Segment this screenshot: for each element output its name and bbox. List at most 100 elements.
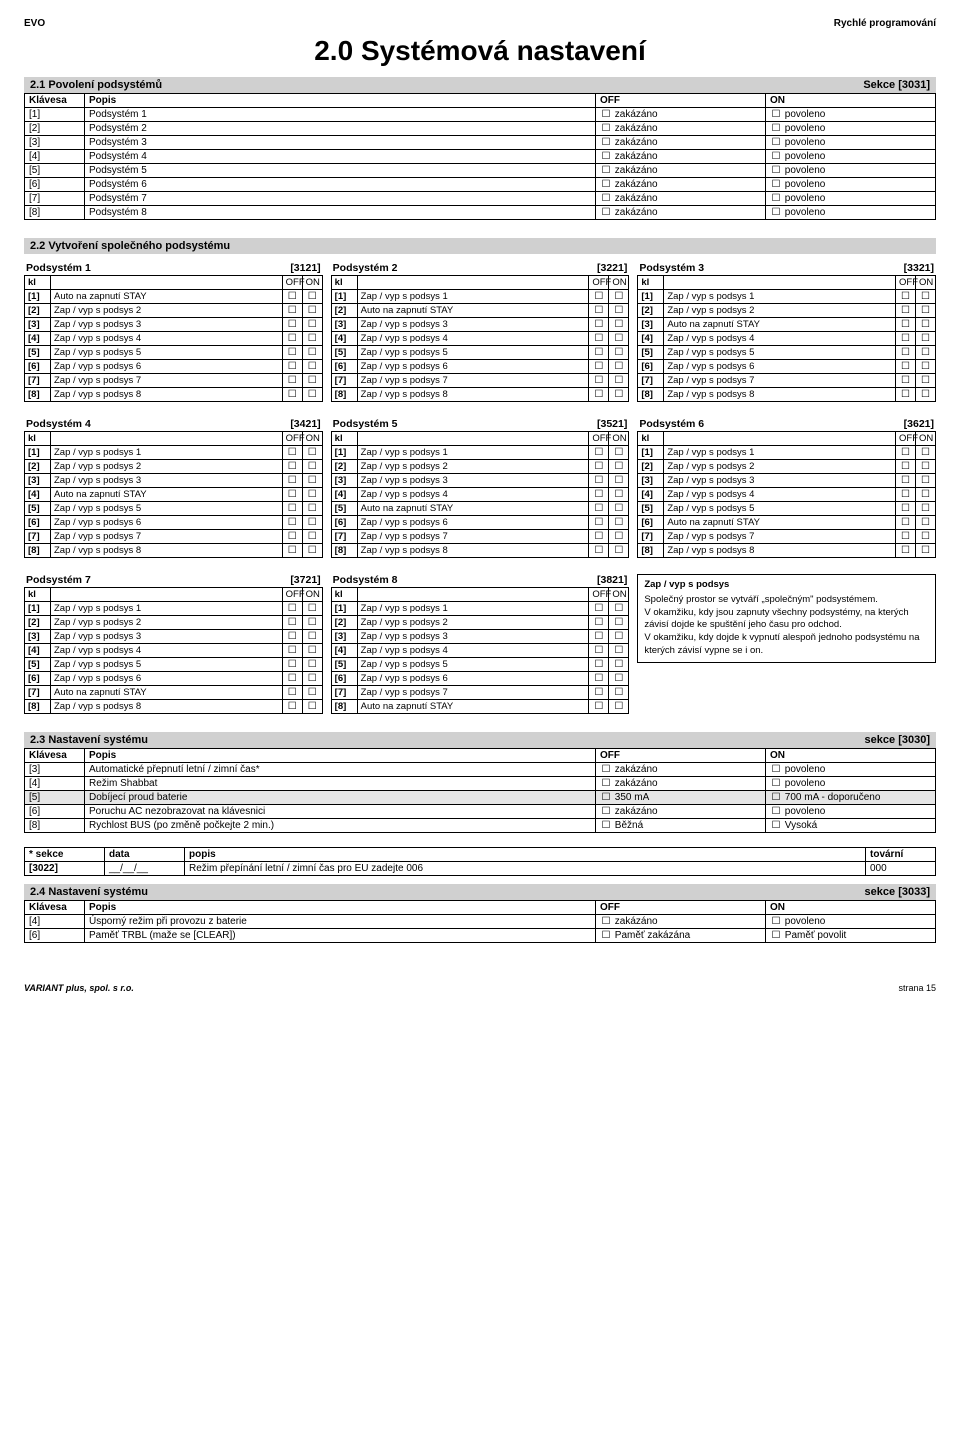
checkbox-icon[interactable]: ☐: [613, 659, 625, 670]
checkbox-icon[interactable]: ☐: [920, 489, 932, 500]
checkbox-icon[interactable]: ☐: [600, 820, 612, 831]
checkbox-icon[interactable]: ☐: [770, 930, 782, 941]
checkbox-icon[interactable]: ☐: [306, 631, 318, 642]
checkbox-icon[interactable]: ☐: [613, 319, 625, 330]
checkbox-icon[interactable]: ☐: [286, 333, 298, 344]
checkbox-icon[interactable]: ☐: [600, 123, 612, 134]
checkbox-icon[interactable]: ☐: [900, 389, 912, 400]
checkbox-icon[interactable]: ☐: [306, 375, 318, 386]
checkbox-icon[interactable]: ☐: [920, 361, 932, 372]
checkbox-icon[interactable]: ☐: [593, 475, 605, 486]
checkbox-icon[interactable]: ☐: [306, 347, 318, 358]
checkbox-icon[interactable]: ☐: [900, 447, 912, 458]
checkbox-icon[interactable]: ☐: [920, 517, 932, 528]
checkbox-icon[interactable]: ☐: [306, 687, 318, 698]
checkbox-icon[interactable]: ☐: [770, 916, 782, 927]
checkbox-icon[interactable]: ☐: [286, 701, 298, 712]
checkbox-icon[interactable]: ☐: [900, 475, 912, 486]
checkbox-icon[interactable]: ☐: [286, 545, 298, 556]
checkbox-icon[interactable]: ☐: [900, 517, 912, 528]
checkbox-icon[interactable]: ☐: [593, 701, 605, 712]
checkbox-icon[interactable]: ☐: [600, 916, 612, 927]
checkbox-icon[interactable]: ☐: [306, 489, 318, 500]
checkbox-icon[interactable]: ☐: [593, 305, 605, 316]
checkbox-icon[interactable]: ☐: [613, 645, 625, 656]
checkbox-icon[interactable]: ☐: [770, 179, 782, 190]
checkbox-icon[interactable]: ☐: [600, 137, 612, 148]
checkbox-icon[interactable]: ☐: [286, 461, 298, 472]
checkbox-icon[interactable]: ☐: [593, 489, 605, 500]
checkbox-icon[interactable]: ☐: [613, 673, 625, 684]
checkbox-icon[interactable]: ☐: [306, 389, 318, 400]
checkbox-icon[interactable]: ☐: [613, 475, 625, 486]
checkbox-icon[interactable]: ☐: [593, 503, 605, 514]
checkbox-icon[interactable]: ☐: [286, 617, 298, 628]
checkbox-icon[interactable]: ☐: [306, 701, 318, 712]
checkbox-icon[interactable]: ☐: [286, 531, 298, 542]
checkbox-icon[interactable]: ☐: [613, 389, 625, 400]
checkbox-icon[interactable]: ☐: [900, 305, 912, 316]
checkbox-icon[interactable]: ☐: [613, 361, 625, 372]
checkbox-icon[interactable]: ☐: [286, 475, 298, 486]
checkbox-icon[interactable]: ☐: [770, 207, 782, 218]
checkbox-icon[interactable]: ☐: [770, 764, 782, 775]
checkbox-icon[interactable]: ☐: [306, 531, 318, 542]
checkbox-icon[interactable]: ☐: [600, 165, 612, 176]
checkbox-icon[interactable]: ☐: [613, 291, 625, 302]
checkbox-icon[interactable]: ☐: [593, 631, 605, 642]
checkbox-icon[interactable]: ☐: [920, 319, 932, 330]
checkbox-icon[interactable]: ☐: [286, 687, 298, 698]
checkbox-icon[interactable]: ☐: [770, 137, 782, 148]
checkbox-icon[interactable]: ☐: [286, 319, 298, 330]
checkbox-icon[interactable]: ☐: [613, 631, 625, 642]
checkbox-icon[interactable]: ☐: [770, 109, 782, 120]
checkbox-icon[interactable]: ☐: [286, 305, 298, 316]
checkbox-icon[interactable]: ☐: [286, 389, 298, 400]
checkbox-icon[interactable]: ☐: [306, 503, 318, 514]
checkbox-icon[interactable]: ☐: [613, 701, 625, 712]
checkbox-icon[interactable]: ☐: [600, 207, 612, 218]
checkbox-icon[interactable]: ☐: [600, 930, 612, 941]
checkbox-icon[interactable]: ☐: [613, 347, 625, 358]
checkbox-icon[interactable]: ☐: [920, 389, 932, 400]
checkbox-icon[interactable]: ☐: [920, 305, 932, 316]
checkbox-icon[interactable]: ☐: [286, 503, 298, 514]
checkbox-icon[interactable]: ☐: [286, 659, 298, 670]
checkbox-icon[interactable]: ☐: [613, 447, 625, 458]
checkbox-icon[interactable]: ☐: [920, 333, 932, 344]
checkbox-icon[interactable]: ☐: [593, 517, 605, 528]
checkbox-icon[interactable]: ☐: [306, 673, 318, 684]
checkbox-icon[interactable]: ☐: [593, 617, 605, 628]
checkbox-icon[interactable]: ☐: [920, 461, 932, 472]
checkbox-icon[interactable]: ☐: [593, 447, 605, 458]
checkbox-icon[interactable]: ☐: [593, 659, 605, 670]
checkbox-icon[interactable]: ☐: [306, 361, 318, 372]
checkbox-icon[interactable]: ☐: [600, 806, 612, 817]
checkbox-icon[interactable]: ☐: [600, 109, 612, 120]
checkbox-icon[interactable]: ☐: [770, 165, 782, 176]
checkbox-icon[interactable]: ☐: [613, 517, 625, 528]
checkbox-icon[interactable]: ☐: [593, 603, 605, 614]
checkbox-icon[interactable]: ☐: [900, 375, 912, 386]
checkbox-icon[interactable]: ☐: [613, 503, 625, 514]
checkbox-icon[interactable]: ☐: [286, 489, 298, 500]
checkbox-icon[interactable]: ☐: [900, 291, 912, 302]
checkbox-icon[interactable]: ☐: [613, 375, 625, 386]
checkbox-icon[interactable]: ☐: [593, 291, 605, 302]
checkbox-icon[interactable]: ☐: [306, 447, 318, 458]
checkbox-icon[interactable]: ☐: [770, 792, 782, 803]
checkbox-icon[interactable]: ☐: [593, 375, 605, 386]
checkbox-icon[interactable]: ☐: [306, 319, 318, 330]
checkbox-icon[interactable]: ☐: [920, 531, 932, 542]
checkbox-icon[interactable]: ☐: [920, 291, 932, 302]
checkbox-icon[interactable]: ☐: [593, 389, 605, 400]
checkbox-icon[interactable]: ☐: [900, 545, 912, 556]
checkbox-icon[interactable]: ☐: [306, 333, 318, 344]
checkbox-icon[interactable]: ☐: [613, 603, 625, 614]
checkbox-icon[interactable]: ☐: [920, 503, 932, 514]
checkbox-icon[interactable]: ☐: [920, 447, 932, 458]
checkbox-icon[interactable]: ☐: [613, 305, 625, 316]
checkbox-icon[interactable]: ☐: [600, 179, 612, 190]
checkbox-icon[interactable]: ☐: [593, 531, 605, 542]
checkbox-icon[interactable]: ☐: [613, 333, 625, 344]
